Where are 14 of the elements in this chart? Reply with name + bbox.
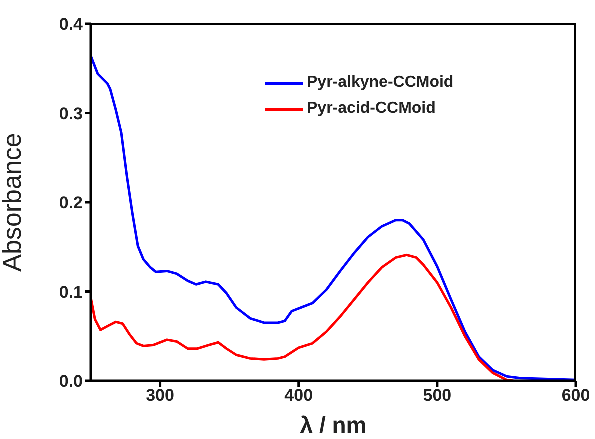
line-series <box>91 254 515 381</box>
legend-label: Pyr-alkyne-CCMoid <box>307 73 454 93</box>
y-axis-title: Absorbance <box>0 133 28 272</box>
y-tick-label: 0.4 <box>59 15 84 34</box>
legend-label: Pyr-acid-CCMoid <box>307 99 436 119</box>
x-tick-label: 300 <box>146 386 174 406</box>
y-tick-label: 0.2 <box>59 194 83 213</box>
x-tick-label: 400 <box>284 386 314 406</box>
y-tick-label: 0.3 <box>59 104 83 124</box>
x-tick-label: 600 <box>562 386 590 406</box>
x-tick-label: 500 <box>423 386 452 406</box>
y-tick-label: 0.0 <box>59 372 83 392</box>
x-axis-title: λ / nm <box>300 412 367 438</box>
y-tick-label: 0.1 <box>59 282 83 302</box>
